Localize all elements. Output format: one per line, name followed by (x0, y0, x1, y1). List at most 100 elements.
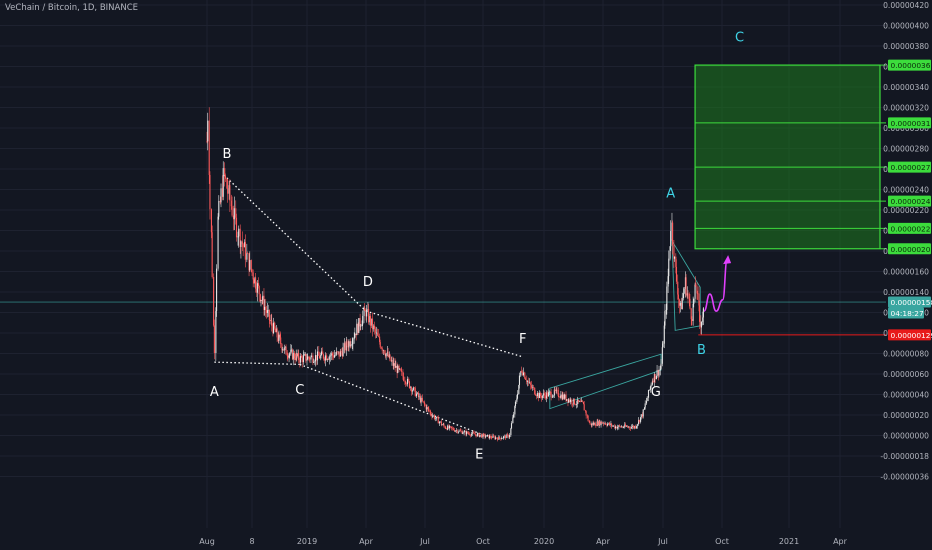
candle-body (373, 325, 375, 330)
candle-body (471, 433, 473, 436)
candle-body (382, 350, 385, 352)
candle-body (209, 174, 211, 210)
candle-body (491, 437, 493, 439)
candle-body (558, 396, 560, 398)
candle-body (289, 353, 291, 355)
candle-body (626, 426, 628, 428)
candle-body (682, 293, 685, 299)
candle-body (226, 178, 228, 189)
candle-body (433, 415, 436, 419)
candle-body (645, 401, 648, 404)
candle-body (466, 431, 468, 435)
candle-body (217, 216, 219, 269)
y-tick-label: 0.00000040 (883, 391, 929, 400)
candle-body (463, 431, 465, 434)
candle-body (550, 392, 552, 398)
price-label-tag[interactable] (888, 195, 931, 207)
candle-body (677, 294, 679, 300)
candle-body (622, 427, 624, 428)
x-tick-label: 2021 (779, 537, 799, 546)
candle-body (387, 351, 389, 358)
price-axis[interactable]: 0.000004200.000004000.000003800.00000360… (880, 1, 932, 482)
candle-body (659, 368, 661, 371)
y-tick-label: 0.00000060 (883, 370, 929, 379)
candle-body (530, 385, 532, 388)
candle-body (673, 245, 675, 259)
candle-body (299, 359, 301, 363)
candle-body (512, 417, 514, 424)
candle-body (607, 424, 609, 426)
candle-body (309, 358, 311, 360)
candle-body (546, 392, 548, 399)
candle-body (642, 409, 644, 417)
candle-body (563, 394, 565, 399)
candle-body (404, 381, 407, 384)
candle-body (369, 316, 371, 323)
price-label-tag[interactable] (888, 296, 931, 308)
wave-label: B (222, 147, 231, 162)
candle-body (532, 387, 534, 388)
candle-body (388, 354, 390, 358)
price-label-tag[interactable] (888, 59, 931, 71)
candle-body (585, 411, 587, 416)
candle-body (510, 428, 512, 436)
wave-label: C (295, 383, 304, 398)
price-label-tag[interactable] (888, 161, 931, 173)
candle-body (379, 342, 381, 348)
candle-body (442, 424, 444, 425)
candle-body (266, 310, 269, 313)
candle-body (702, 317, 704, 322)
candle-body (670, 231, 672, 247)
candle-body (632, 425, 634, 428)
x-tick-label: Jul (657, 537, 668, 546)
candle-body (692, 303, 694, 321)
candle-body (467, 431, 469, 434)
candle-body (500, 438, 502, 440)
time-axis[interactable]: Aug 8 2019 Apr Jul Oct 2020 Apr Jul Oct 2021 Apr (199, 537, 847, 546)
y-tick-label: -0.00000018 (880, 452, 929, 461)
candle-body (577, 399, 579, 402)
price-label-tag[interactable] (888, 222, 931, 234)
candle-body (584, 410, 587, 412)
candle-body (342, 347, 344, 357)
candle-body (481, 434, 483, 438)
candle-body (651, 380, 654, 385)
candle-body (642, 414, 644, 417)
candle-body (495, 437, 497, 439)
candle-body (540, 392, 542, 397)
candle-body (538, 392, 540, 399)
price-label-tag[interactable] (888, 329, 931, 341)
y-tick-label: 0.00000280 (883, 145, 929, 154)
candle-body (247, 253, 249, 254)
candle-body (446, 428, 448, 430)
candle-body (484, 434, 486, 438)
candle-body (356, 323, 358, 336)
price-label-tag[interactable] (888, 117, 931, 129)
candle-body (614, 426, 617, 429)
symbol-title[interactable]: VeChain / Bitcoin, 1D, BINANCE (5, 3, 139, 13)
candle-body (522, 372, 524, 376)
candle-body (618, 425, 621, 427)
candle-body (494, 436, 496, 439)
candle-body (660, 363, 662, 369)
candle-body (614, 425, 616, 429)
x-tick-label: 2019 (297, 537, 317, 546)
candle-body (524, 372, 526, 379)
candle-body (216, 268, 218, 312)
candle-body (663, 325, 665, 344)
price-label-tag[interactable] (888, 243, 931, 255)
candle-body (530, 382, 532, 386)
candle-body (272, 326, 274, 333)
candle-body (306, 359, 308, 361)
candle-body (583, 404, 585, 411)
candle-body (449, 426, 451, 429)
y-tick-label: 0.00000300 (883, 124, 929, 133)
candle-body (437, 416, 439, 418)
candle-body (263, 295, 265, 310)
candle-body (685, 277, 687, 296)
candle-body (477, 433, 479, 434)
candle-body (671, 222, 673, 232)
candle-body (283, 347, 285, 351)
candle-body (238, 228, 240, 237)
